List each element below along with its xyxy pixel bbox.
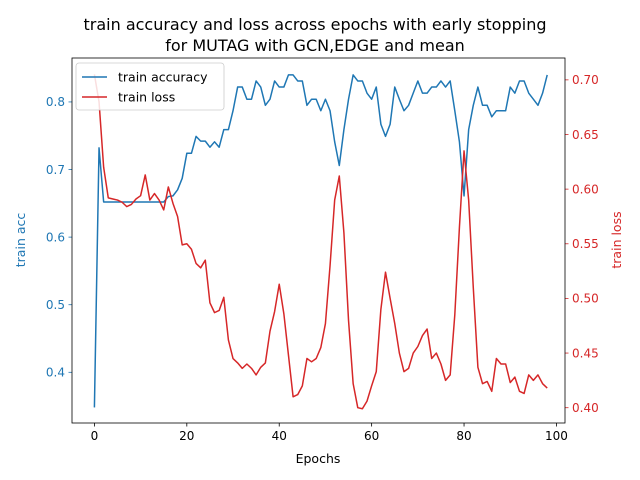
right-y-tick-label: 0.65	[572, 128, 599, 142]
plot-lines	[93, 74, 548, 410]
right-y-tick-label: 0.70	[572, 73, 599, 87]
legend-label-loss: train loss	[118, 90, 175, 105]
x-axis-ticks: 0 20 40 60 80 100	[91, 423, 568, 443]
x-tick-label: 40	[272, 429, 287, 443]
x-tick-label: 80	[456, 429, 471, 443]
right-y-tick-label: 0.60	[572, 182, 599, 196]
x-axis-label: Epochs	[296, 451, 341, 466]
left-y-tick-label: 0.7	[46, 163, 65, 177]
legend-label-accuracy: train accuracy	[118, 70, 208, 85]
legend-box	[75, 62, 225, 111]
left-y-tick-label: 0.8	[46, 95, 65, 109]
x-tick-label: 0	[91, 429, 99, 443]
x-tick-label: 60	[364, 429, 379, 443]
right-y-tick-label: 0.55	[572, 237, 599, 251]
right-y-tick-label: 0.50	[572, 292, 599, 306]
x-tick-label: 20	[179, 429, 194, 443]
right-y-tick-label: 0.40	[572, 401, 599, 415]
series-line-train-loss	[93, 74, 548, 410]
plot-frame	[71, 57, 566, 424]
right-y-tick-label: 0.45	[572, 346, 599, 360]
chart-title-line-2: for MUTAG with GCN,EDGE and mean	[165, 36, 465, 55]
legend: train accuracy train loss	[75, 62, 225, 111]
left-y-axis-ticks: 0.4 0.5 0.6 0.7 0.8	[46, 95, 72, 380]
right-y-axis-ticks: 0.40 0.45 0.50 0.55 0.60 0.65 0.70	[565, 73, 599, 415]
x-tick-label: 100	[545, 429, 568, 443]
left-y-axis-label: train acc	[13, 213, 28, 268]
right-y-axis-label: train loss	[609, 211, 624, 268]
left-y-tick-label: 0.4	[46, 366, 65, 380]
series-line-train-accuracy	[93, 74, 548, 408]
chart-title-line-1: train accuracy and loss across epochs wi…	[83, 15, 546, 34]
left-y-tick-label: 0.5	[46, 298, 65, 312]
left-y-tick-label: 0.6	[46, 230, 65, 244]
